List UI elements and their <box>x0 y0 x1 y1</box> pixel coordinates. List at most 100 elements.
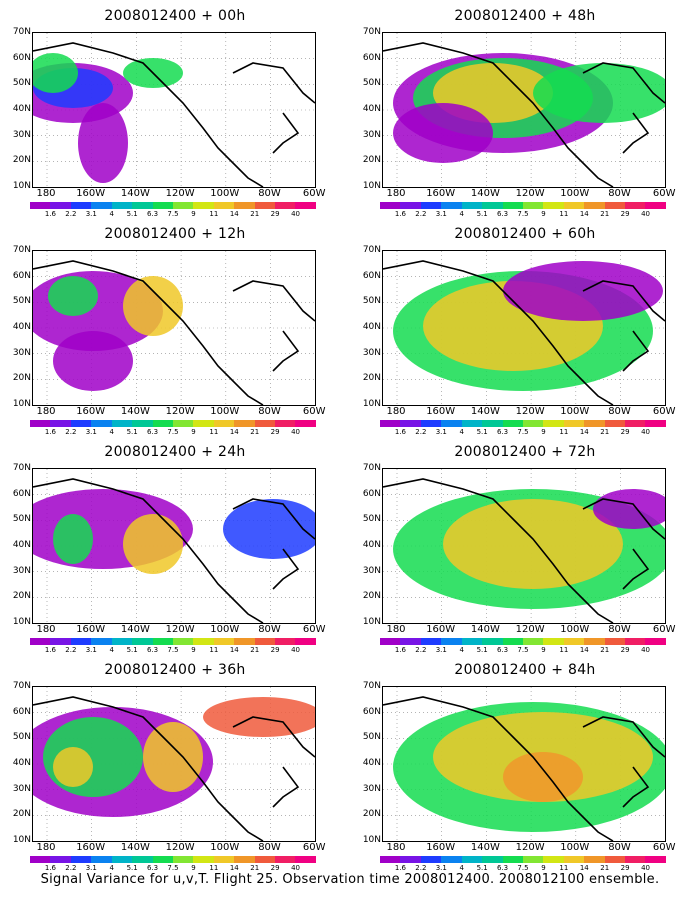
colorbar-segment <box>420 202 442 209</box>
colorbar-segment <box>295 202 316 209</box>
colorbar-label: 11 <box>209 428 219 436</box>
colorbar-label: 7.5 <box>517 428 529 436</box>
colorbar-segment <box>132 202 153 209</box>
colorbar-segment <box>275 420 296 427</box>
colorbar-label: 14 <box>229 864 239 872</box>
colorbar-segment <box>645 202 666 209</box>
lat-tick-label: 70N <box>362 27 381 37</box>
colorbar-segment <box>380 856 401 863</box>
lat-tick-label: 70N <box>12 27 31 37</box>
lon-tick-label: 140W <box>470 188 500 199</box>
panel-title: 2008012400 + 72h <box>454 444 596 460</box>
colorbar-segment <box>420 856 442 863</box>
variance-contour <box>78 103 128 183</box>
variance-map <box>383 33 665 187</box>
colorbar-segment <box>30 638 51 645</box>
colorbar-segment <box>234 420 255 427</box>
colorbar-segment <box>522 420 544 427</box>
colorbar-segment <box>625 638 646 645</box>
colorbar-label: 9 <box>191 428 196 436</box>
colorbar-segment <box>132 856 153 863</box>
colorbar <box>30 638 316 645</box>
colorbar-segment <box>543 856 564 863</box>
colorbar-label: 4 <box>109 428 114 436</box>
lon-tick-label: 60W <box>302 188 326 199</box>
colorbar <box>380 420 666 427</box>
colorbar-label: 21 <box>250 646 260 654</box>
variance-map <box>383 251 665 405</box>
colorbar-label: 11 <box>209 864 219 872</box>
colorbar-label: 21 <box>600 428 610 436</box>
map-panel: 2008012400 + 00h 70N 60N 50N 40N 30N 20N 10N 180… <box>0 0 350 218</box>
colorbar-segment <box>193 202 214 209</box>
colorbar <box>380 638 666 645</box>
colorbar-label: 2.2 <box>65 428 77 436</box>
colorbar-segment <box>213 856 235 863</box>
colorbar-segment <box>275 856 296 863</box>
colorbar-label: 40 <box>291 428 301 436</box>
colorbar-segment <box>234 638 255 645</box>
colorbar <box>30 420 316 427</box>
lat-tick-label: 60N <box>12 706 31 717</box>
lat-tick-label: 70N <box>362 463 381 473</box>
colorbar-label: 6.3 <box>496 210 509 218</box>
variance-contour <box>53 747 93 787</box>
colorbar-segment <box>91 638 112 645</box>
coastline <box>383 696 665 841</box>
colorbar-label: 6.3 <box>146 428 159 436</box>
colorbar-segment <box>152 638 173 645</box>
lat-tick-label: 60N <box>12 488 31 499</box>
colorbar-label: 1.6 <box>44 210 56 218</box>
colorbar-segment <box>645 420 666 427</box>
colorbar-label: 2.2 <box>415 210 427 218</box>
lon-tick-label: 120W <box>165 842 195 853</box>
colorbar-label: 5.1 <box>126 646 138 654</box>
colorbar-segment <box>645 638 666 645</box>
colorbar <box>380 856 666 863</box>
colorbar-label: 21 <box>600 646 610 654</box>
lat-tick-label: 10N <box>362 399 381 409</box>
colorbar-label: 11 <box>559 210 569 218</box>
lon-tick-label: 160W <box>426 624 456 635</box>
colorbar-segment <box>625 420 646 427</box>
map-panel: 2008012400 + 48h 70N 60N 50N 40N 30N 20N 10N 180… <box>350 0 700 218</box>
colorbar-segment <box>254 420 276 427</box>
map-frame <box>382 468 666 624</box>
lon-tick-label: 140W <box>470 624 500 635</box>
colorbar-segment <box>522 638 544 645</box>
lat-tick-label: 10N <box>12 835 31 845</box>
lat-tick-label: 40N <box>362 758 381 768</box>
colorbar-segment <box>482 856 503 863</box>
map-frame <box>32 32 316 188</box>
colorbar-segment <box>254 202 276 209</box>
colorbar-segment <box>111 420 133 427</box>
lon-tick-label: 60W <box>302 406 326 417</box>
lat-tick-label: 10N <box>12 181 31 191</box>
colorbar-label: 2.2 <box>65 210 77 218</box>
colorbar-segment <box>295 638 316 645</box>
colorbar-label: 21 <box>250 428 260 436</box>
map-frame <box>382 686 666 842</box>
map-panel: 2008012400 + 36h 70N 60N 50N 40N 30N 20N 10N 180… <box>0 654 350 872</box>
colorbar-segment <box>172 202 194 209</box>
colorbar-label: 1.6 <box>394 210 406 218</box>
lon-tick-label: 60W <box>652 624 676 635</box>
colorbar-label: 29 <box>270 428 280 436</box>
lon-tick-label: 100W <box>560 188 590 199</box>
colorbar-labels: 1.6 2.2 3.1 4 5.1 6.3 7.5 9 11 14 21 29 40 <box>30 428 316 438</box>
lon-tick-label: 100W <box>210 406 240 417</box>
lat-tick-label: 30N <box>12 783 31 794</box>
coastline <box>33 260 315 405</box>
variance-map <box>383 687 665 841</box>
lon-tick-label: 140W <box>120 842 150 853</box>
colorbar-segment <box>193 420 214 427</box>
colorbar-segment <box>645 856 666 863</box>
colorbar-segment <box>563 420 585 427</box>
lon-tick-label: 100W <box>210 842 240 853</box>
lon-tick-label: 160W <box>76 842 106 853</box>
colorbar-label: 29 <box>270 210 280 218</box>
panel-title: 2008012400 + 36h <box>104 662 246 678</box>
lon-tick-label: 120W <box>165 188 195 199</box>
colorbar-label: 14 <box>579 864 589 872</box>
colorbar-labels: 1.6 2.2 3.1 4 5.1 6.3 7.5 9 11 14 21 29 40 <box>380 210 666 220</box>
